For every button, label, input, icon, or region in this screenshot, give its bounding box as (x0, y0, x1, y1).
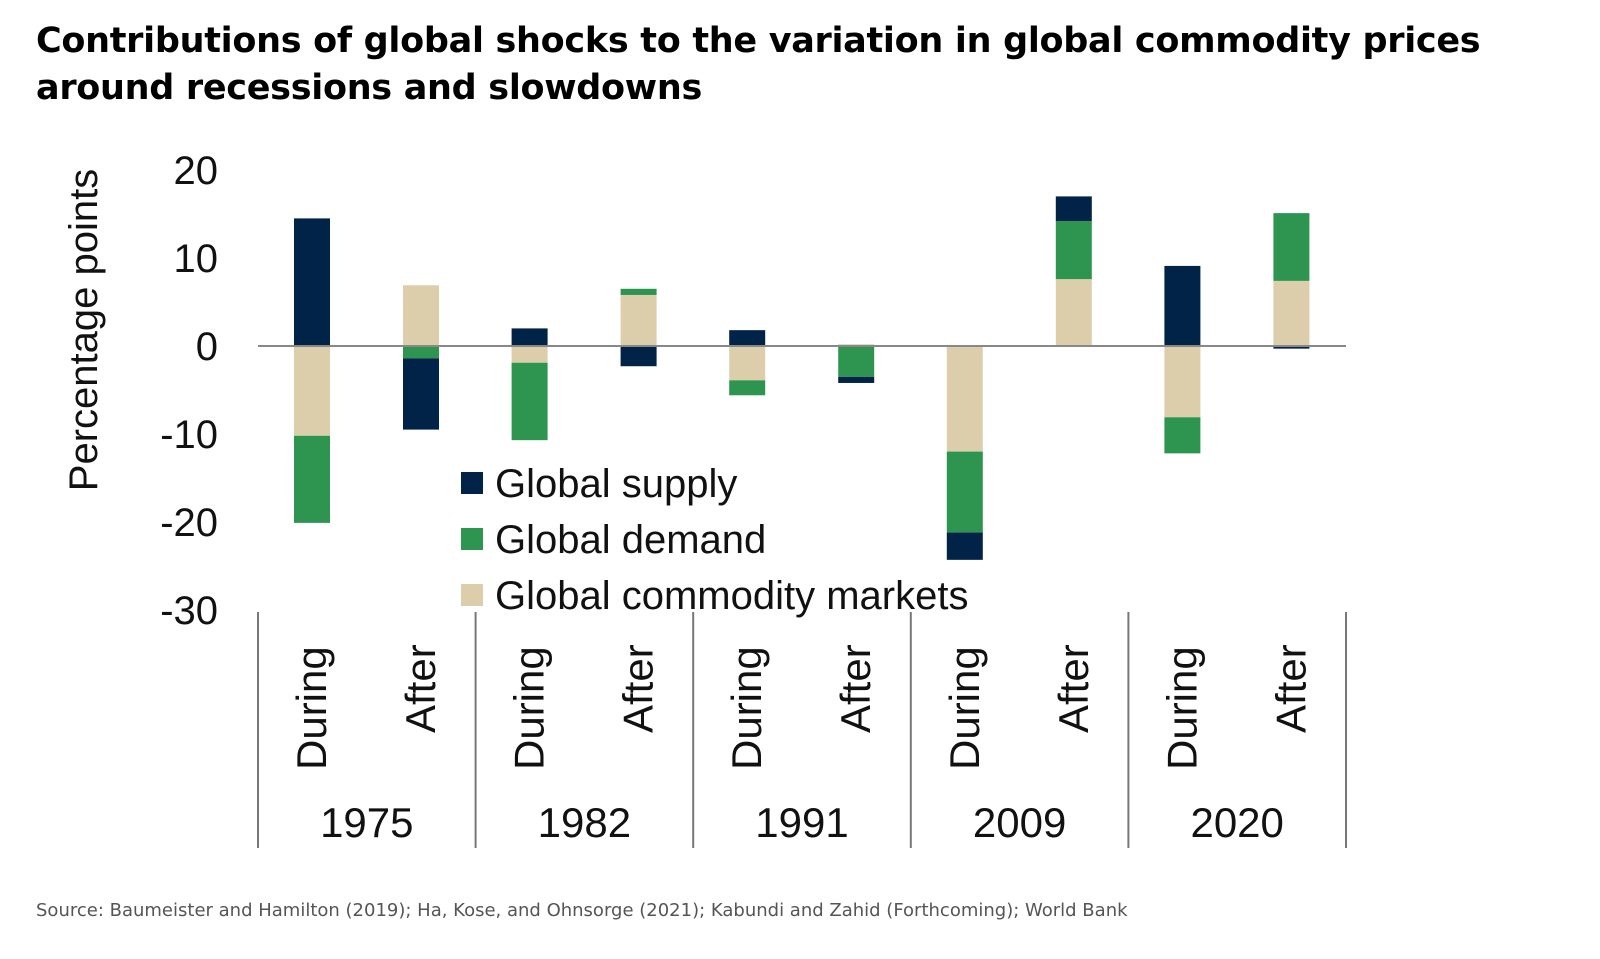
legend-label: Global supply (495, 462, 737, 506)
bar-global-supply (511, 328, 548, 346)
y-tick-label: 0 (196, 325, 218, 369)
legend-swatch (461, 472, 483, 494)
bar-global-supply (729, 330, 766, 346)
group-label: 1975 (320, 799, 413, 846)
bar-global-commodity-markets (946, 346, 983, 452)
bar-global-supply (620, 346, 657, 367)
x-tick-label: During (506, 646, 553, 770)
x-tick-label: After (1267, 644, 1314, 733)
bar-global-commodity-markets (1055, 279, 1092, 346)
bar-global-demand (620, 288, 657, 295)
bar-global-supply (1055, 196, 1092, 222)
x-tick-label: After (615, 644, 662, 733)
y-tick-label: -20 (160, 501, 218, 545)
bar-global-demand (294, 435, 330, 523)
bar-global-supply (946, 532, 983, 560)
bar-global-commodity-markets (511, 346, 548, 363)
x-tick-label: During (723, 646, 770, 770)
bar-global-demand (1055, 221, 1092, 280)
group-label: 2020 (1190, 799, 1283, 846)
bar-global-supply (294, 218, 330, 346)
bar-global-commodity-markets (294, 346, 330, 436)
x-tick-label: During (288, 646, 335, 770)
bar-global-demand (946, 451, 983, 533)
x-tick-label: During (941, 646, 988, 770)
x-tick-label: After (397, 644, 444, 733)
y-axis-label: Percentage points (62, 169, 106, 491)
legend-swatch (461, 528, 483, 550)
bar-global-supply (838, 376, 875, 383)
y-tick-label: 10 (174, 237, 219, 281)
bar-global-demand (511, 362, 548, 441)
bar-global-commodity-markets (620, 294, 657, 346)
group-label: 1991 (755, 799, 848, 846)
bar-global-demand (838, 346, 875, 377)
bar-global-commodity-markets (1273, 280, 1310, 346)
bar-global-demand (403, 346, 439, 359)
bar-global-supply (1164, 265, 1201, 346)
bar-global-demand (1164, 417, 1201, 454)
group-label: 2009 (973, 799, 1066, 846)
x-tick-label: After (832, 644, 879, 733)
chart-title: Contributions of global shocks to the va… (36, 21, 1481, 108)
bar-global-demand (729, 380, 766, 396)
x-tick-label: After (1050, 644, 1097, 733)
bar-global-commodity-markets (729, 346, 766, 381)
legend-label: Global demand (495, 518, 766, 562)
bar-global-supply (1273, 346, 1310, 349)
y-tick-label: 20 (174, 149, 219, 193)
bar-global-demand (1273, 213, 1310, 281)
x-tick-label: During (1158, 646, 1205, 770)
legend-swatch (461, 584, 483, 606)
source-note: Source: Baumeister and Hamilton (2019); … (36, 900, 1128, 921)
bar-global-commodity-markets (403, 285, 439, 346)
legend-label: Global commodity markets (495, 574, 968, 618)
y-tick-label: -30 (160, 589, 218, 633)
group-label: 1982 (538, 799, 631, 846)
y-tick-label: -10 (160, 413, 218, 457)
bar-global-supply (403, 358, 439, 430)
bar-global-commodity-markets (1164, 346, 1201, 418)
